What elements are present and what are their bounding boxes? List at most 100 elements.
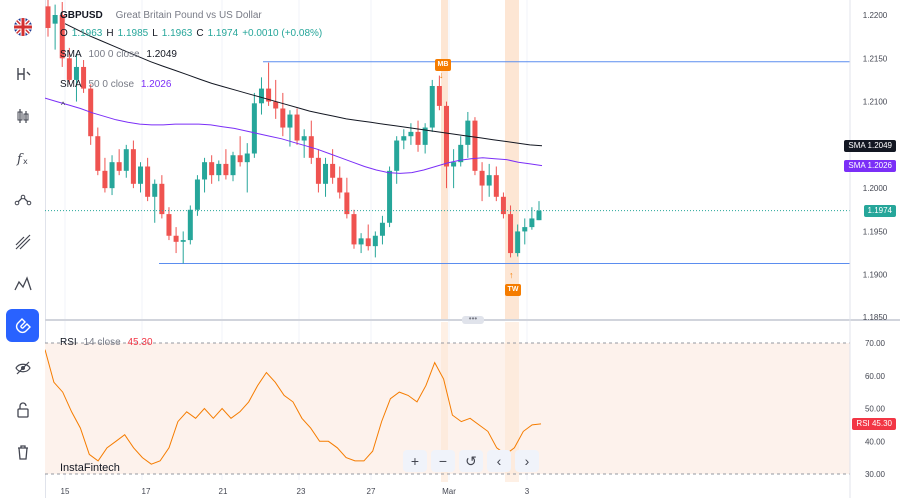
chart-area[interactable]: 1.22001.21501.21001.20501.20001.19501.19… [45,0,900,498]
candle[interactable] [159,175,165,219]
rsi-legend[interactable]: RSI 14 close 45.30 [60,337,157,348]
candle[interactable] [88,84,94,145]
lock-button[interactable] [6,393,39,426]
candle[interactable] [479,162,485,202]
crosshair-h-button[interactable] [6,57,39,90]
candle[interactable] [465,111,471,158]
candle[interactable] [515,224,521,257]
sma50-label: SMA [60,79,82,90]
candle[interactable] [244,143,250,193]
scroll-right-button[interactable]: › [515,450,539,472]
flag-uk-button[interactable] [6,10,39,43]
trendline-button[interactable] [6,183,39,216]
candle[interactable] [379,215,385,245]
candle[interactable] [194,175,200,216]
candle[interactable] [138,162,144,193]
candle[interactable] [280,92,286,137]
candle[interactable] [500,192,506,219]
candle[interactable] [429,79,435,132]
candle[interactable] [493,166,499,202]
scroll-left-button[interactable]: ‹ [487,450,511,472]
candle[interactable] [415,120,421,152]
chart-canvas[interactable]: 1.22001.21501.21001.20501.20001.19501.19… [45,0,900,498]
candle[interactable] [216,160,222,182]
magnet-button[interactable] [6,309,39,342]
candle[interactable] [152,179,158,223]
candle[interactable] [443,101,449,189]
reset-button[interactable]: ↺ [459,450,483,472]
sma50-line[interactable] [45,97,543,174]
candle[interactable] [102,157,108,193]
candle[interactable] [95,127,101,176]
candle[interactable] [209,155,215,184]
candle[interactable] [365,224,371,251]
candle[interactable] [237,136,243,167]
candle[interactable] [52,4,58,50]
sma100-line[interactable] [64,23,543,147]
candle[interactable] [123,144,129,178]
candle[interactable] [344,177,350,219]
candle[interactable] [301,129,307,158]
symbol-name[interactable]: GBPUSD [60,10,103,21]
candle[interactable] [45,0,51,37]
candle[interactable] [358,233,364,254]
candle[interactable] [522,218,528,245]
candle[interactable] [408,123,414,145]
candle[interactable] [73,53,79,102]
candle[interactable] [251,92,257,158]
sma50-legend[interactable]: SMA 50 0 close 1.2026 [60,79,175,90]
sma100-legend[interactable]: SMA 100 0 close 1.2049 [60,49,181,60]
candle[interactable] [323,157,329,197]
event-marker[interactable]: MB [435,59,451,71]
candle[interactable] [166,207,172,241]
candle[interactable] [486,163,492,197]
candle[interactable] [109,155,115,196]
zoom-out-button[interactable]: − [431,450,455,472]
candle[interactable] [258,77,264,115]
rsi-line[interactable] [45,349,542,465]
candle[interactable] [387,166,393,228]
candle[interactable] [394,136,400,184]
zoom-in-button[interactable]: + [403,450,427,472]
candle[interactable] [223,149,229,180]
candle[interactable] [180,231,186,264]
candle[interactable] [458,136,464,167]
candle[interactable] [173,227,179,254]
candle[interactable] [230,151,236,182]
hide-drawings-button[interactable] [6,351,39,384]
candles-button[interactable] [6,99,39,132]
candle[interactable] [294,108,300,145]
candle[interactable] [66,47,72,85]
candle[interactable] [351,209,357,249]
candle[interactable] [536,201,542,221]
event-marker[interactable]: TW [505,284,521,296]
candle[interactable] [266,62,272,106]
candle[interactable] [287,110,293,147]
candle[interactable] [337,166,343,199]
price-tag: SMA 1.2026 [844,159,896,172]
candle[interactable] [202,157,208,193]
candle[interactable] [372,231,378,258]
candle[interactable] [145,157,151,202]
candle[interactable] [472,117,478,176]
candle[interactable] [508,205,514,258]
candle[interactable] [451,149,457,189]
collapse-legend-button[interactable]: ^ [61,100,66,110]
fib-button[interactable] [6,225,39,258]
candle[interactable] [401,129,407,150]
candle[interactable] [59,2,65,67]
candle[interactable] [81,60,87,93]
candle[interactable] [308,120,314,164]
candle[interactable] [130,140,136,189]
pattern-button[interactable] [6,267,39,300]
candle[interactable] [116,149,122,176]
ohlc-value: 1.1974 [207,28,239,39]
candle[interactable] [315,149,321,193]
candle[interactable] [273,79,279,119]
pane-resize-handle[interactable]: ••• [462,315,484,324]
trash-button[interactable] [6,435,39,468]
candle[interactable] [436,75,442,111]
candle[interactable] [187,205,193,245]
candle[interactable] [422,123,428,154]
